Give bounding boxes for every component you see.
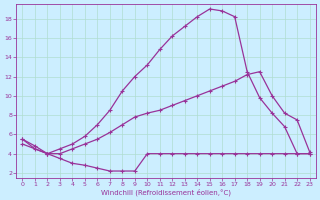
X-axis label: Windchill (Refroidissement éolien,°C): Windchill (Refroidissement éolien,°C) <box>101 188 231 196</box>
